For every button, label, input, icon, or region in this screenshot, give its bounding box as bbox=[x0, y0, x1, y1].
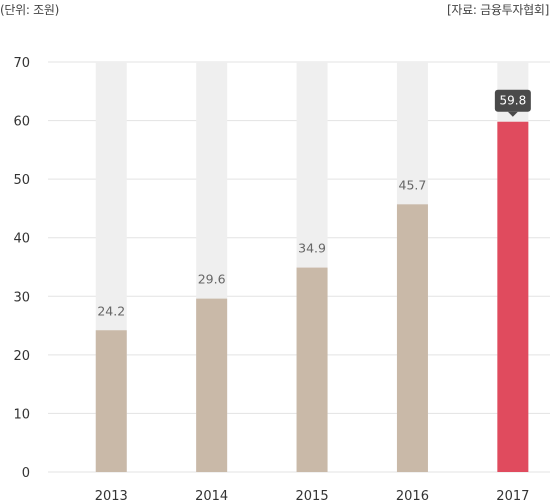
y-tick-label: 20 bbox=[13, 349, 30, 364]
x-tick-label: 2015 bbox=[296, 489, 329, 502]
data-label: 34.9 bbox=[298, 241, 326, 256]
y-tick-label: 0 bbox=[22, 466, 30, 481]
bar-2013[interactable] bbox=[95, 330, 127, 472]
x-tick-label: 2016 bbox=[396, 489, 429, 502]
y-axis-ticks: 0 10 20 30 40 50 60 70 bbox=[13, 56, 30, 481]
value-tooltip: 59.8 bbox=[494, 89, 531, 117]
data-label: 24.2 bbox=[97, 303, 125, 318]
x-tick-label: 2014 bbox=[195, 489, 228, 502]
y-tick-label: 10 bbox=[13, 407, 30, 422]
source-label: [자료: 금융투자협회] bbox=[447, 3, 549, 17]
y-tick-label: 60 bbox=[13, 115, 30, 130]
bar-2016[interactable] bbox=[396, 204, 428, 473]
y-tick-label: 40 bbox=[13, 232, 30, 247]
bar-2015[interactable] bbox=[296, 267, 328, 472]
x-tick-label: 2013 bbox=[95, 489, 128, 502]
data-label: 59.8 bbox=[499, 94, 526, 108]
y-tick-label: 50 bbox=[13, 173, 30, 188]
bar-2017[interactable] bbox=[497, 121, 529, 472]
x-axis-ticks: 2013 2014 2015 2016 2017 bbox=[95, 489, 530, 502]
unit-label: (단위: 조원) bbox=[0, 3, 59, 17]
data-labels: 24.2 29.6 34.9 45.7 59.8 bbox=[97, 89, 531, 318]
bars bbox=[95, 121, 529, 473]
data-label: 29.6 bbox=[198, 272, 226, 287]
y-tick-label: 70 bbox=[13, 56, 30, 71]
x-tick-label: 2017 bbox=[496, 489, 529, 502]
data-label: 45.7 bbox=[399, 177, 427, 192]
y-tick-label: 30 bbox=[13, 290, 30, 305]
bar-2014[interactable] bbox=[196, 298, 228, 472]
